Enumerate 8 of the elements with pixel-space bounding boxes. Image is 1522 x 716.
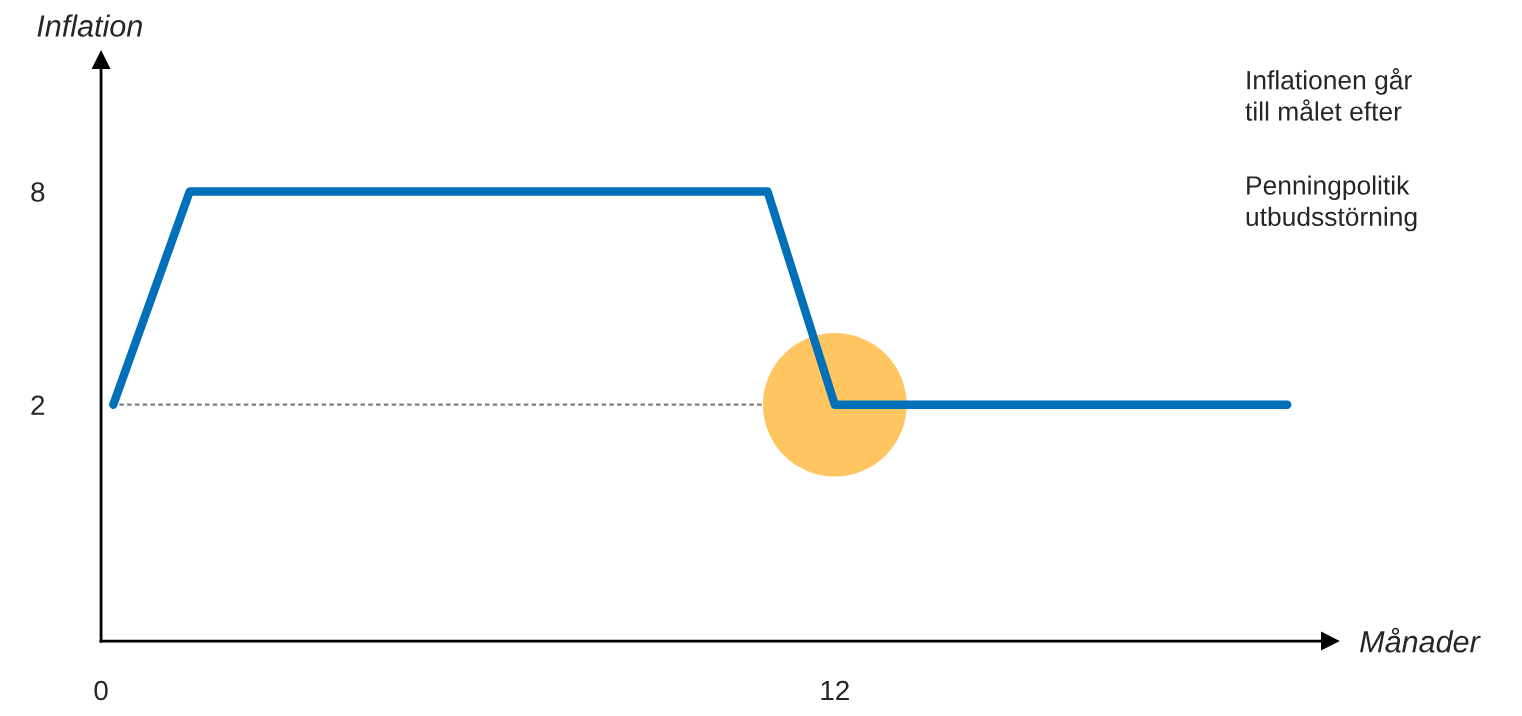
- annotation: Penningpolitik utbudsstörning: [1246, 175, 1417, 232]
- x-axis-title: Månader: [1360, 627, 1481, 653]
- y-tick-label: 8: [31, 182, 45, 202]
- x-tick-label: 0: [94, 680, 108, 701]
- x-tick-label: 12: [821, 680, 849, 701]
- annotation: Inflationen går till målet efter: [1245, 68, 1412, 121]
- y-axis-title: Inflation: [37, 14, 142, 37]
- y-tick-label: 2: [31, 395, 45, 415]
